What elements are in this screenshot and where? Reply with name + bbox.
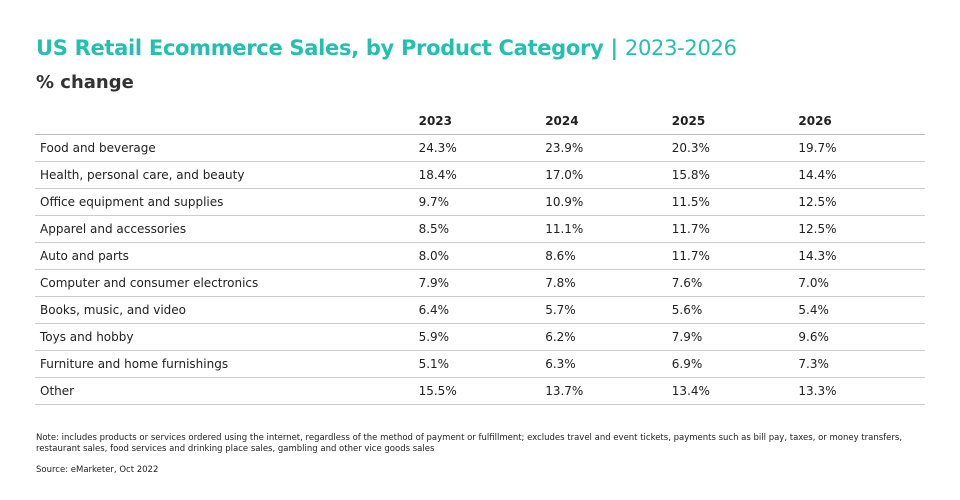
table-row: Computer and consumer electronics 7.9% 7.8…: [35, 269, 925, 297]
title-years: 2023-2026: [624, 36, 737, 60]
row-label: Apparel and accessories: [35, 215, 419, 243]
row-label: Auto and parts: [35, 242, 419, 270]
cell: 8.6%: [545, 242, 672, 270]
cell: 12.5%: [798, 188, 925, 216]
table-row: Toys and hobby 5.9% 6.2% 7.9% 9.6%: [35, 323, 925, 351]
cell: 7.8%: [545, 269, 672, 297]
table-row: Auto and parts 8.0% 8.6% 11.7% 14.3%: [35, 242, 925, 270]
row-label: Furniture and home furnishings: [35, 350, 419, 378]
cell: 15.5%: [418, 377, 546, 405]
cell: 14.3%: [798, 242, 925, 270]
cell: 9.7%: [418, 188, 546, 216]
cell: 14.4%: [798, 161, 925, 189]
header-cell: [35, 108, 419, 135]
cell: 9.6%: [798, 323, 925, 351]
table-row: Books, music, and video 6.4% 5.7% 5.6% 5.4%: [35, 296, 925, 324]
cell: 20.3%: [671, 134, 799, 162]
title: US Retail Ecommerce Sales, by Product Ca…: [36, 36, 618, 60]
row-label: Office equipment and supplies: [35, 188, 419, 216]
cell: 13.4%: [671, 377, 799, 405]
row-label: Food and beverage: [35, 134, 419, 162]
table-row: Other 15.5% 13.7% 13.4% 13.3%: [35, 377, 925, 405]
header-row: 2023 2024 2025 2026: [35, 108, 925, 135]
cell: 12.5%: [798, 215, 925, 243]
cell: 6.3%: [545, 350, 672, 378]
cell: 7.3%: [798, 350, 925, 378]
data-table: 2023 2024 2025 2026 Food and beverage 24.3% 2…: [35, 108, 925, 405]
cell: 13.7%: [545, 377, 672, 405]
cell: 17.0%: [545, 161, 672, 189]
cell: 5.1%: [418, 350, 546, 378]
table-row: Apparel and accessories 8.5% 11.1% 11.7% 12.…: [35, 215, 925, 243]
note: Note: includes products or services orde…: [36, 433, 903, 454]
cell: 11.7%: [671, 242, 799, 270]
subtitle: % change: [36, 72, 134, 93]
row-label: Health, personal care, and beauty: [35, 161, 419, 189]
column-header: 2024: [545, 108, 672, 135]
row-label: Toys and hobby: [35, 323, 419, 351]
cell: 7.6%: [671, 269, 799, 297]
cell: 18.4%: [418, 161, 546, 189]
source: Source: eMarketer, Oct 2022: [36, 465, 159, 475]
row-label: Other: [35, 377, 419, 405]
cell: 5.4%: [798, 296, 925, 324]
cell: 6.9%: [671, 350, 799, 378]
cell: 8.5%: [418, 215, 546, 243]
row-label: Computer and consumer electronics: [35, 269, 419, 297]
table-row: Furniture and home furnishings 5.1% 6.3% 6.…: [35, 350, 925, 378]
cell: 8.0%: [418, 242, 546, 270]
table-row: Office equipment and supplies 9.7% 10.9% 11…: [35, 188, 925, 216]
cell: 7.9%: [418, 269, 546, 297]
cell: 5.7%: [545, 296, 672, 324]
cell: 11.5%: [671, 188, 799, 216]
column-header: 2026: [798, 108, 925, 135]
column-header: 2025: [671, 108, 799, 135]
table-row: Health, personal care, and beauty 18.4% 17…: [35, 161, 925, 189]
cell: 6.4%: [418, 296, 546, 324]
cell: 5.6%: [671, 296, 799, 324]
cell: 7.9%: [671, 323, 799, 351]
cell: 10.9%: [545, 188, 672, 216]
table-body: Food and beverage 24.3% 23.9% 20.3% 19.7% Hea…: [35, 134, 925, 405]
cell: 24.3%: [418, 134, 546, 162]
cell: 11.1%: [545, 215, 672, 243]
cell: 7.0%: [798, 269, 925, 297]
cell: 5.9%: [418, 323, 546, 351]
cell: 23.9%: [545, 134, 672, 162]
cell: 11.7%: [671, 215, 799, 243]
cell: 6.2%: [545, 323, 672, 351]
table-row: Food and beverage 24.3% 23.9% 20.3% 19.7%: [35, 134, 925, 162]
title-wrap: US Retail Ecommerce Sales, by Product Ca…: [36, 36, 737, 60]
cell: 13.3%: [798, 377, 925, 405]
cell: 15.8%: [671, 161, 799, 189]
row-label: Books, music, and video: [35, 296, 419, 324]
cell: 19.7%: [798, 134, 925, 162]
column-header: 2023: [418, 108, 546, 135]
